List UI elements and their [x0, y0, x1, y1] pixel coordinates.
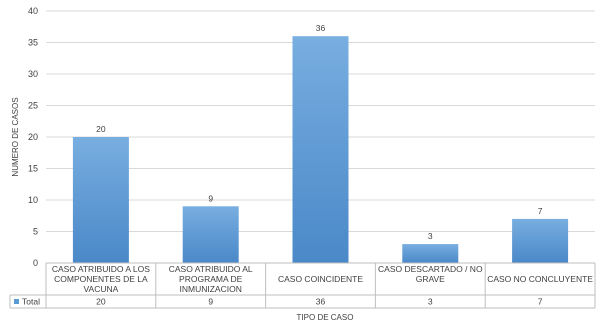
table-value: 7 — [538, 297, 543, 307]
y-tick-label: 40 — [28, 6, 38, 16]
bar — [402, 244, 459, 263]
x-tick-label-line: CASO ATRIBUIDO A LOS — [52, 264, 150, 274]
data-label: 9 — [208, 193, 213, 203]
y-tick-labels: 0 5 10 15 20 25 30 35 40 — [28, 6, 38, 268]
table-value: 20 — [96, 297, 106, 307]
y-tick-label: 20 — [28, 132, 38, 142]
x-tick-label-line: CASO NO CONCLUYENTE — [487, 274, 593, 284]
bars — [72, 36, 569, 264]
x-tick-label-line: COMPONENTES DE LA — [54, 274, 148, 284]
bar — [512, 218, 569, 263]
y-tick-label: 0 — [33, 258, 38, 268]
x-tick-label: CASO ATRIBUIDO A LOS COMPONENTES DE LA VAC… — [52, 264, 150, 294]
x-tick-label-line: VACUNA — [84, 284, 119, 294]
y-tick-label: 15 — [28, 164, 38, 174]
data-label: 3 — [428, 231, 433, 241]
bar — [182, 206, 239, 263]
x-tick-label: CASO DESCARTADO / NO GRAVE — [378, 264, 483, 284]
x-tick-label: CASO COINCIDENTE — [278, 274, 363, 284]
table-value: 36 — [316, 297, 326, 307]
x-tick-label-line: INMUNIZACION — [180, 284, 242, 294]
y-tick-label: 25 — [28, 101, 38, 111]
bar — [292, 36, 349, 264]
x-tick-label-line: GRAVE — [416, 274, 445, 284]
x-tick-label-line: CASO COINCIDENTE — [278, 274, 363, 284]
y-axis-title: NUMERO DE CASOS — [11, 97, 20, 176]
data-labels: 20 9 36 3 7 — [96, 23, 543, 241]
table-value: 9 — [208, 297, 213, 307]
x-tick-label-line: CASO DESCARTADO / NO — [378, 264, 483, 274]
y-tick-label: 5 — [33, 227, 38, 237]
x-tick-label-line: PROGRAMA DE — [179, 274, 243, 284]
x-axis-title: TIPO DE CASO — [297, 313, 354, 322]
legend-label: Total — [22, 297, 40, 307]
legend-key — [14, 299, 19, 304]
x-tick-label: CASO NO CONCLUYENTE — [487, 274, 593, 284]
table-value: 3 — [428, 297, 433, 307]
y-tick-label: 10 — [28, 195, 38, 205]
data-table: CASO ATRIBUIDO A LOS COMPONENTES DE LA VAC… — [9, 262, 596, 309]
y-tick-label: 35 — [28, 38, 38, 48]
x-tick-label: CASO ATRIBUIDO AL PROGRAMA DE INMUNIZACION — [169, 264, 253, 294]
x-tick-label-line: CASO ATRIBUIDO AL — [169, 264, 253, 274]
bar — [72, 137, 129, 263]
data-label: 20 — [96, 124, 106, 134]
data-label: 36 — [316, 23, 326, 33]
data-label: 7 — [538, 206, 543, 216]
y-tick-label: 30 — [28, 69, 38, 79]
